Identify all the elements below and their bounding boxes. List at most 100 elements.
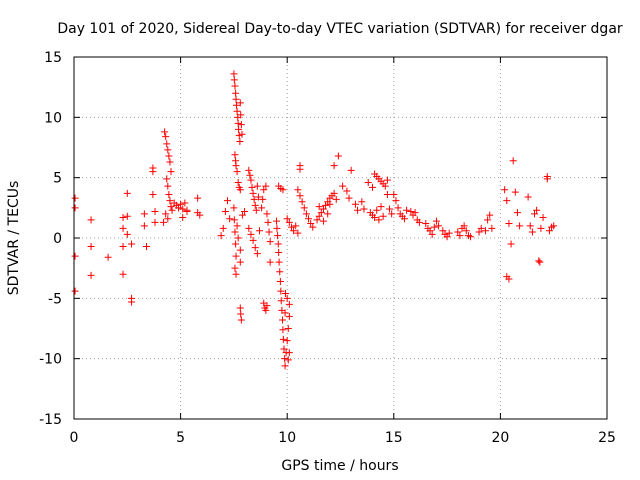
x-tick-label: 5 bbox=[176, 430, 185, 446]
data-point bbox=[232, 162, 240, 170]
data-point bbox=[351, 200, 359, 208]
data-point bbox=[279, 335, 287, 343]
data-point bbox=[358, 198, 366, 206]
data-point bbox=[237, 111, 245, 119]
data-point bbox=[536, 258, 544, 266]
data-point bbox=[232, 252, 240, 260]
data-point bbox=[407, 207, 415, 215]
data-point bbox=[183, 207, 191, 215]
data-point bbox=[245, 166, 253, 174]
data-point bbox=[550, 222, 558, 230]
data-point bbox=[454, 228, 462, 236]
data-point bbox=[87, 242, 95, 250]
data-point bbox=[163, 175, 171, 183]
data-point bbox=[309, 223, 317, 231]
data-point bbox=[386, 205, 394, 213]
data-point bbox=[285, 300, 293, 308]
data-point bbox=[123, 230, 131, 238]
data-point bbox=[235, 125, 243, 133]
data-point bbox=[250, 195, 258, 203]
data-point bbox=[381, 182, 389, 190]
data-point bbox=[467, 233, 475, 241]
data-point bbox=[400, 215, 408, 223]
data-point bbox=[486, 211, 494, 219]
data-point bbox=[128, 240, 136, 248]
data-point bbox=[274, 232, 282, 240]
data-point bbox=[196, 211, 204, 219]
data-point bbox=[162, 133, 170, 141]
data-point bbox=[422, 220, 430, 228]
data-point bbox=[484, 216, 492, 224]
data-point bbox=[543, 175, 551, 183]
data-point bbox=[236, 99, 244, 107]
data-point bbox=[292, 222, 300, 230]
data-point bbox=[266, 238, 274, 246]
data-point bbox=[161, 128, 169, 136]
data-point bbox=[324, 210, 332, 218]
data-point bbox=[262, 182, 270, 190]
data-point bbox=[233, 222, 241, 230]
data-point bbox=[249, 236, 257, 244]
y-axis-label: SDTVAR / TECUs bbox=[6, 181, 22, 296]
data-point bbox=[251, 244, 259, 252]
data-point bbox=[475, 228, 483, 236]
data-point bbox=[230, 216, 238, 224]
data-point bbox=[507, 240, 515, 248]
y-tick-label: 5 bbox=[53, 171, 62, 187]
data-point bbox=[360, 205, 368, 213]
data-point bbox=[236, 304, 244, 312]
data-point bbox=[276, 268, 284, 276]
data-point bbox=[274, 240, 282, 248]
data-point bbox=[71, 194, 79, 202]
data-point bbox=[296, 192, 304, 200]
data-point bbox=[232, 240, 240, 248]
data-point bbox=[460, 222, 468, 230]
data-point bbox=[71, 204, 79, 212]
data-point bbox=[217, 232, 225, 240]
y-tick-label: 15 bbox=[44, 50, 62, 66]
data-point bbox=[364, 178, 372, 186]
data-point bbox=[276, 277, 284, 285]
data-point bbox=[509, 157, 517, 165]
data-point bbox=[246, 171, 254, 179]
data-point bbox=[283, 215, 291, 223]
data-point bbox=[315, 212, 323, 220]
data-point bbox=[140, 222, 148, 230]
data-point bbox=[275, 258, 283, 266]
data-point bbox=[279, 316, 287, 324]
data-point bbox=[383, 191, 391, 199]
data-point bbox=[334, 152, 342, 160]
data-point bbox=[119, 213, 127, 221]
data-point bbox=[164, 215, 172, 223]
data-point bbox=[264, 218, 272, 226]
data-point bbox=[237, 121, 245, 129]
data-point bbox=[174, 204, 182, 212]
data-point bbox=[330, 162, 338, 170]
data-point bbox=[230, 70, 238, 78]
data-point bbox=[375, 216, 383, 224]
data-point bbox=[379, 212, 387, 220]
data-point bbox=[501, 186, 509, 194]
y-tick-label: -15 bbox=[39, 412, 62, 428]
data-point bbox=[253, 250, 261, 258]
data-point bbox=[230, 76, 238, 84]
data-point bbox=[119, 242, 127, 250]
data-point bbox=[177, 200, 185, 208]
data-point bbox=[247, 176, 255, 184]
data-point bbox=[443, 233, 451, 241]
data-point bbox=[265, 228, 273, 236]
x-tick-label: 10 bbox=[278, 430, 296, 446]
data-point bbox=[319, 217, 327, 225]
x-tick-label: 15 bbox=[385, 430, 403, 446]
data-point bbox=[371, 213, 379, 221]
data-point bbox=[165, 152, 173, 160]
data-point bbox=[221, 207, 229, 215]
data-point bbox=[166, 197, 174, 205]
data-point bbox=[123, 189, 131, 197]
data-point bbox=[445, 229, 453, 237]
data-point bbox=[411, 209, 419, 217]
data-point bbox=[231, 82, 239, 90]
data-point bbox=[231, 151, 239, 159]
data-point bbox=[149, 168, 157, 176]
